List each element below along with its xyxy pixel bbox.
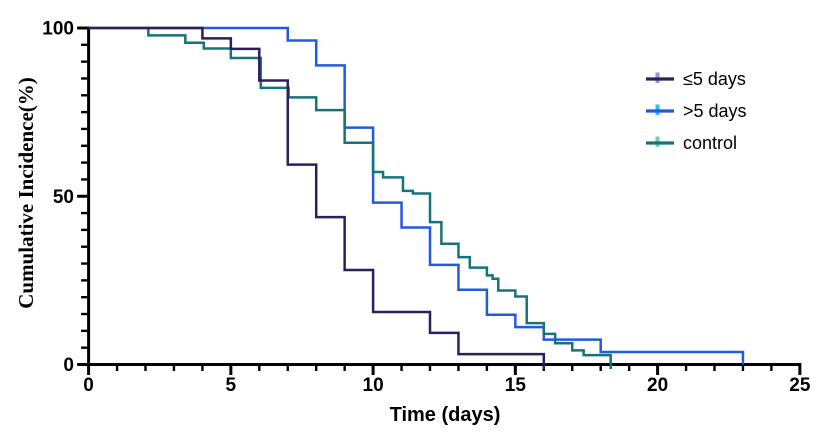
x-tick-label: 10 xyxy=(363,375,384,396)
series-curve xyxy=(88,26,745,365)
legend-label-gt5days: >5 days xyxy=(683,101,747,121)
y-tick-label: 100 xyxy=(42,19,74,40)
legend: ≤5 days >5 days control xyxy=(646,69,747,153)
series-curve xyxy=(88,26,546,369)
y-tick-label: 0 xyxy=(63,355,74,376)
x-tick-label: 25 xyxy=(789,375,811,396)
legend-label-control: control xyxy=(683,133,737,153)
x-tick-label: 20 xyxy=(647,375,668,396)
y-tick-label: 50 xyxy=(53,187,74,208)
series-curves xyxy=(88,26,745,369)
legend-swatches xyxy=(646,72,674,147)
x-axis-title: Time (days) xyxy=(390,404,501,426)
y-axis-title: Cumulative Incidence(%) xyxy=(14,77,38,309)
x-tick-label: 0 xyxy=(83,375,94,396)
x-tick-label: 15 xyxy=(505,375,527,396)
series-curve xyxy=(145,26,612,369)
x-tick-label: 5 xyxy=(226,375,237,396)
legend-label-le5days: ≤5 days xyxy=(683,69,746,89)
axes: 0 5 10 15 20 25 0 50 100 xyxy=(42,19,811,397)
